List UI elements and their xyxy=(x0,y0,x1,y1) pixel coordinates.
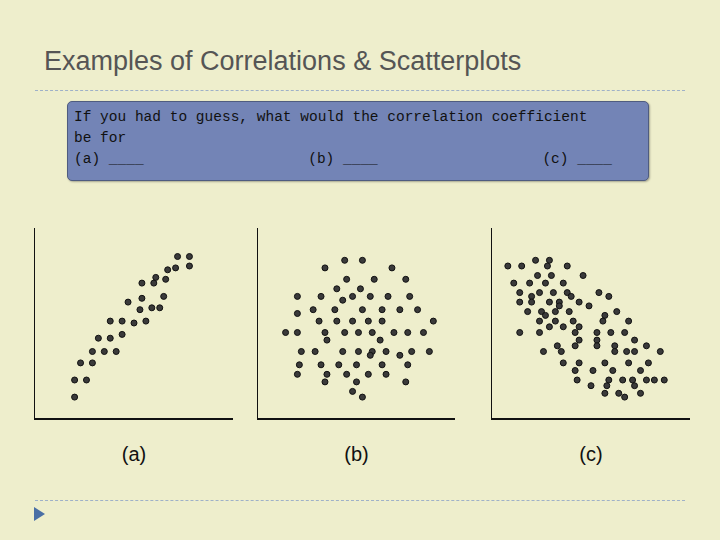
html-text:be for: be for xyxy=(74,130,127,146)
svg-text:(c): (c) xyxy=(579,443,602,465)
html-text:Examples of Correlations & Sca: Examples of Correlations & Scatterplots xyxy=(44,46,522,76)
html-text:If you had to guess, what woul: If you had to guess, what would the corr… xyxy=(74,109,588,125)
svg-text:(a): (a) xyxy=(122,443,146,465)
html-text:(b) ____: (b) ____ xyxy=(308,151,378,167)
svg-text:(b): (b) xyxy=(344,443,368,465)
html-text:(c) ____: (c) ____ xyxy=(542,151,612,167)
html-text:(a) ____: (a) ____ xyxy=(74,151,144,167)
